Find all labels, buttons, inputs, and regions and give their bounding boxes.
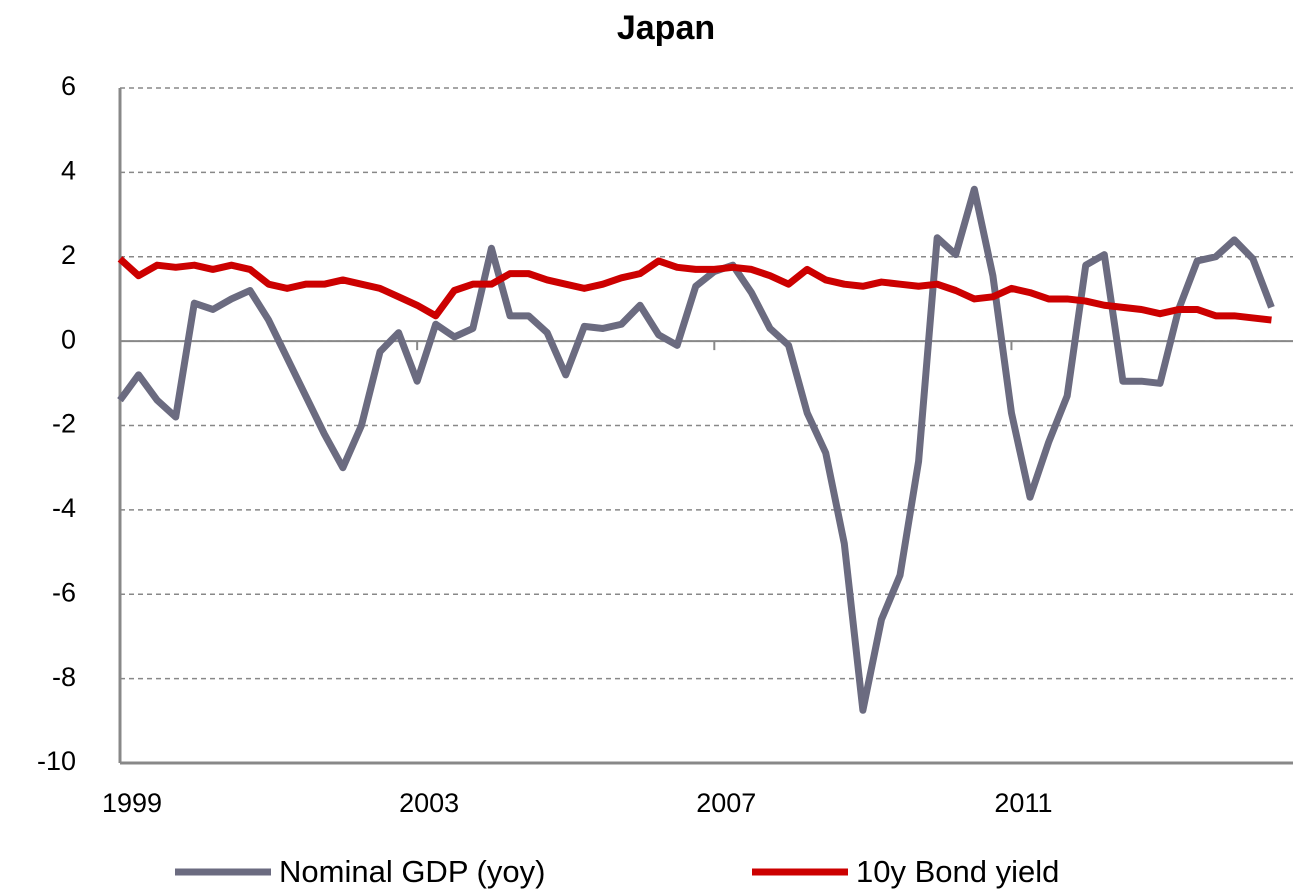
y-tick-label: 4 bbox=[61, 156, 76, 186]
x-tick-label: 2007 bbox=[696, 788, 756, 818]
y-tick-label: 0 bbox=[61, 324, 76, 354]
x-tick-label: 2003 bbox=[399, 788, 459, 818]
y-tick-label: -4 bbox=[52, 493, 76, 523]
legend-label: 10y Bond yield bbox=[856, 854, 1059, 889]
y-tick-label: -8 bbox=[52, 662, 76, 692]
x-tick-label: 1999 bbox=[102, 788, 162, 818]
y-tick-label: 6 bbox=[61, 71, 76, 101]
y-tick-label: -6 bbox=[52, 577, 76, 607]
series-line bbox=[117, 185, 1275, 714]
legend-label: Nominal GDP (yoy) bbox=[279, 854, 545, 889]
y-tick-label: -10 bbox=[37, 746, 76, 776]
y-tick-label: 2 bbox=[61, 240, 76, 270]
y-tick-label: -2 bbox=[52, 409, 76, 439]
series-line bbox=[117, 256, 1272, 324]
x-tick-label: 2011 bbox=[994, 788, 1052, 818]
chart-title: Japan bbox=[617, 9, 715, 47]
